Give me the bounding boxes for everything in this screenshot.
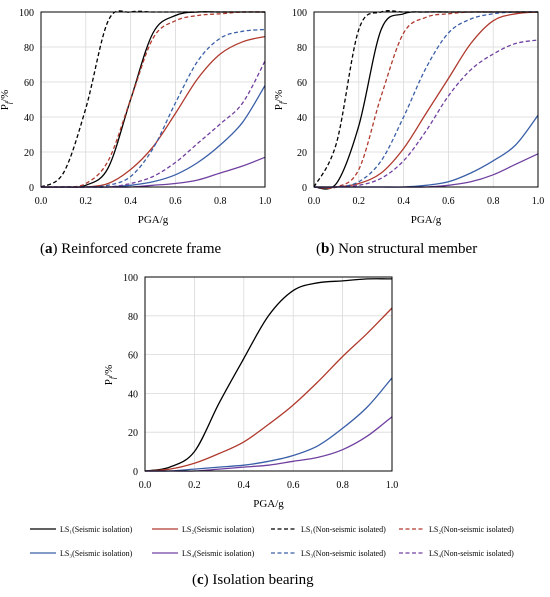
x-tick-label: 0.8 [336,480,349,491]
legend-label: LS₁(Seismic isolation) [60,525,133,534]
x-tick-label: 1.0 [532,196,545,207]
plot-frame [144,276,393,472]
y-tick-label: 80 [24,43,34,54]
series-line-7 [40,28,266,188]
y-tick-label: 20 [297,148,307,159]
x-tick-label: 0.4 [397,196,410,207]
y-tick-label: 80 [297,43,307,54]
x-tick-label: 0.0 [139,480,152,491]
series-line-2 [40,35,266,188]
y-tick-label: 20 [24,148,34,159]
panel-caption: (b) Non structural member [316,241,477,257]
panel-b: 0.0 0.2 0.4 0.6 0.8 1.0 0 20 40 60 80 100 PGA/g Pf/% (… [273,8,544,257]
x-axis-label: PGA/g [411,214,442,226]
x-tick-label: 0.6 [169,196,182,207]
x-tick-label: 0.4 [124,196,137,207]
series-line-1 [313,11,538,190]
y-tick-label: 60 [24,78,34,89]
y-tick-label: 0 [29,183,34,194]
legend-label: LS₄(Seismic isolation) [182,549,255,558]
legend: LS₁(Seismic isolation) LS₂(Seismic isolat… [30,525,514,558]
series-line-5 [40,85,266,188]
x-tick-label: 0.8 [214,196,227,207]
grid [144,276,393,472]
y-tick-label: 0 [302,183,307,194]
y-tick-label: 100 [123,273,138,284]
series-line-4 [313,11,538,189]
y-tick-label: 40 [297,113,307,124]
legend-label: LS₄(Non-seismic isolated) [429,549,514,558]
panel-caption: (c) Isolation bearing [192,572,314,588]
legend-label: LS₁(Non-seismic isolated) [301,525,386,534]
panel-c: 0.0 0.2 0.4 0.6 0.8 1.0 0 20 40 60 80 100 PGA/g Pf/% (… [103,273,398,588]
series-line-4 [40,11,266,188]
series-line-3 [144,377,393,472]
x-tick-label: 0.0 [35,196,48,207]
x-tick-label: 0.6 [442,196,455,207]
series-line-8 [40,60,266,188]
panel-caption: (a) Reinforced concrete frame [40,241,221,257]
y-tick-label: 0 [133,467,138,478]
x-tick-label: 0.0 [308,196,321,207]
y-tick-label: 100 [292,8,307,19]
plot-frame [40,11,266,188]
y-tick-label: 100 [19,8,34,19]
legend-label: LS₃(Non-seismic isolated) [301,549,386,558]
y-axis-label: Pf/% [273,90,287,111]
x-tick-label: 0.2 [353,196,366,207]
y-tick-label: 60 [128,351,138,362]
y-tick-label: 20 [128,428,138,439]
panel-a: 0.0 0.2 0.4 0.6 0.8 1.0 0 20 40 60 80 100 PGA/g Pf/% (… [0,8,271,257]
legend-label: LS₂(Non-seismic isolated) [429,525,514,534]
x-tick-label: 1.0 [259,196,272,207]
x-tick-label: 0.2 [188,480,201,491]
x-tick-label: 1.0 [386,480,399,491]
series-line-2 [144,307,393,472]
y-tick-label: 60 [297,78,307,89]
plot-frame [313,11,539,188]
series-line-2 [313,11,539,188]
y-tick-label: 80 [128,312,138,323]
y-axis-label: Pf/% [103,365,117,386]
series-line-1 [144,278,393,472]
x-tick-label: 0.8 [487,196,500,207]
legend-label: LS₂(Seismic isolation) [182,525,255,534]
x-axis-label: PGA/g [138,214,169,226]
series-line-5 [313,114,539,188]
y-axis-label: Pf/% [0,90,13,111]
x-axis-label: PGA/g [253,498,284,510]
series-line-6 [40,156,266,188]
x-tick-label: 0.2 [80,196,93,207]
x-tick-label: 0.6 [287,480,300,491]
y-tick-label: 40 [24,113,34,124]
legend-label: LS₃(Seismic isolation) [60,549,133,558]
x-tick-label: 0.4 [238,480,251,491]
y-tick-label: 40 [128,389,138,400]
